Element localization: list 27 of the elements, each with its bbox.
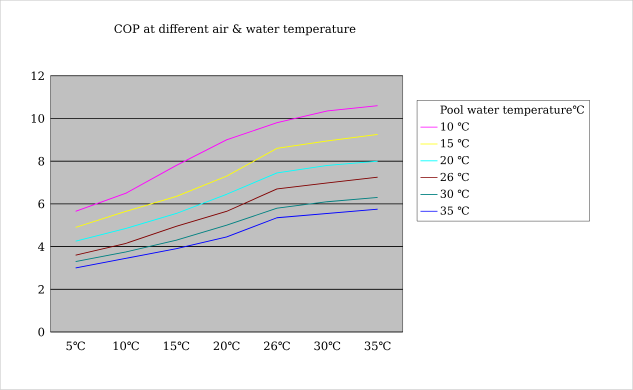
x-tick-label: 35℃ [364,342,391,350]
y-tick-label: 0 [38,328,44,336]
line-series [75,134,378,228]
x-tick-label: 26℃ [264,342,290,350]
line-series [75,105,378,212]
legend-label: 30 ℃ [440,190,469,198]
legend-label: 10 ℃ [441,122,469,131]
legend-label: 20 ℃ [440,156,469,164]
legend-label: 15 ℃ [441,139,469,148]
y-tick-label: 12 [32,72,44,80]
x-tick-label: 10℃ [114,342,139,350]
x-tick-label: 20℃ [214,342,240,350]
y-tick-label: 8 [38,156,44,166]
chart-title: COP at different air & water temperature [114,24,356,36]
line-series [75,176,378,256]
y-tick-label: 2 [38,285,44,294]
legend-label: 35 ℃ [440,206,469,215]
x-tick-label: 5℃ [66,342,85,350]
legend-label: 26 ℃ [440,172,469,182]
y-tick-label: 10 [32,114,44,123]
legend-title: Pool water temperature℃ [440,105,584,116]
y-tick-label: 6 [38,200,44,208]
x-tick-label: 30℃ [314,342,340,350]
y-tick-label: 4 [38,242,44,251]
line-series [75,197,378,262]
line-series [75,160,378,242]
x-tick-label: 15℃ [164,342,190,350]
